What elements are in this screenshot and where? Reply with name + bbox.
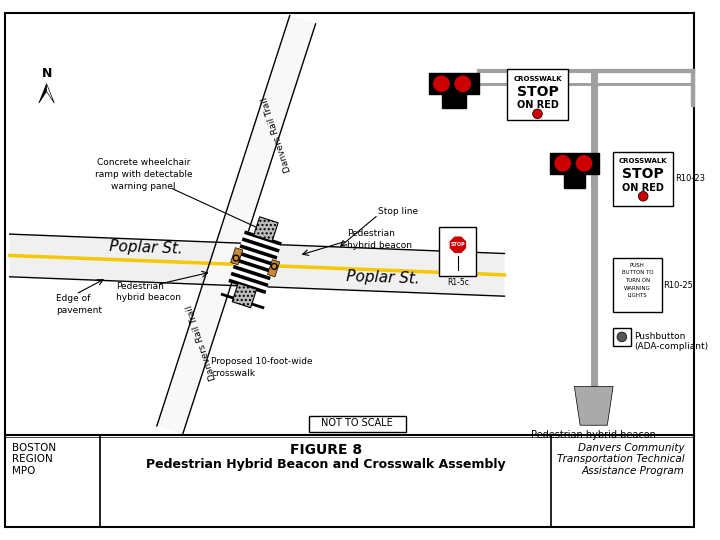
- Polygon shape: [449, 236, 467, 254]
- Polygon shape: [235, 258, 273, 273]
- Text: Pedestrian Hybrid Beacon and Crosswalk Assembly: Pedestrian Hybrid Beacon and Crosswalk A…: [146, 458, 505, 471]
- Bar: [613, 152, 673, 206]
- Text: NOT TO SCALE: NOT TO SCALE: [321, 418, 393, 428]
- Circle shape: [533, 109, 542, 119]
- Polygon shape: [228, 231, 282, 294]
- Text: WARNING: WARNING: [624, 286, 651, 291]
- Polygon shape: [240, 244, 277, 260]
- Bar: [442, 94, 466, 108]
- Text: FIGURE 8: FIGURE 8: [290, 443, 362, 457]
- Text: REGION: REGION: [12, 454, 53, 464]
- Text: ON RED: ON RED: [516, 100, 559, 110]
- Text: Transportation Technical: Transportation Technical: [557, 454, 685, 464]
- Text: R1-5c: R1-5c: [447, 278, 469, 287]
- Text: Pedestrian hybrid beacon: Pedestrian hybrid beacon: [531, 430, 656, 440]
- Text: Pedestrian
hybrid beacon: Pedestrian hybrid beacon: [117, 282, 181, 302]
- Circle shape: [433, 75, 450, 92]
- Text: BUTTON TO: BUTTON TO: [621, 270, 653, 275]
- Text: STOP: STOP: [516, 85, 558, 99]
- Text: STOP: STOP: [622, 167, 664, 181]
- Polygon shape: [230, 272, 269, 287]
- Polygon shape: [39, 84, 47, 103]
- Text: Poplar St.: Poplar St.: [109, 239, 182, 256]
- Polygon shape: [244, 231, 282, 246]
- Bar: [613, 328, 631, 346]
- Bar: [564, 174, 585, 187]
- Text: N: N: [41, 67, 52, 80]
- Text: (ADA-compliant): (ADA-compliant): [634, 342, 708, 351]
- Text: BOSTON: BOSTON: [12, 443, 55, 453]
- Bar: [439, 227, 477, 276]
- Polygon shape: [242, 237, 280, 253]
- Polygon shape: [253, 217, 278, 241]
- Text: Pushbutton: Pushbutton: [634, 332, 686, 341]
- Circle shape: [639, 191, 648, 201]
- Text: Edge of
pavement: Edge of pavement: [56, 294, 102, 315]
- Text: Danvers Rail Trail: Danvers Rail Trail: [186, 304, 218, 381]
- Text: Concrete wheelchair
ramp with detectable
warning panel: Concrete wheelchair ramp with detectable…: [95, 158, 192, 191]
- Circle shape: [617, 332, 626, 342]
- Bar: [308, 415, 405, 432]
- Polygon shape: [230, 248, 243, 265]
- Text: PUSH: PUSH: [630, 263, 645, 268]
- Polygon shape: [228, 279, 266, 294]
- Text: Poplar St.: Poplar St.: [346, 269, 420, 287]
- Polygon shape: [268, 260, 279, 277]
- Polygon shape: [575, 387, 613, 425]
- Bar: [429, 73, 480, 94]
- Circle shape: [575, 154, 593, 172]
- Polygon shape: [9, 234, 505, 296]
- Text: Proposed 10-foot-wide
crosswalk: Proposed 10-foot-wide crosswalk: [212, 357, 313, 378]
- Text: Stop line: Stop line: [378, 207, 418, 217]
- Text: ON RED: ON RED: [622, 183, 664, 193]
- Circle shape: [454, 75, 472, 92]
- Circle shape: [554, 154, 572, 172]
- Bar: [508, 69, 567, 120]
- Polygon shape: [232, 284, 256, 308]
- Text: Assistance Program: Assistance Program: [582, 466, 685, 476]
- Text: TURN ON: TURN ON: [625, 278, 650, 283]
- Text: CROSSWALK: CROSSWALK: [513, 76, 562, 82]
- Bar: [550, 153, 598, 174]
- Bar: [613, 258, 662, 312]
- Text: Danvers Rail Trail: Danvers Rail Trail: [260, 96, 293, 173]
- Text: R10-25: R10-25: [664, 281, 693, 289]
- Text: Danvers Community: Danvers Community: [578, 443, 685, 453]
- Polygon shape: [238, 251, 275, 267]
- Text: LIGHTS: LIGHTS: [628, 293, 647, 298]
- Polygon shape: [47, 84, 54, 103]
- Text: CROSSWALK: CROSSWALK: [619, 158, 667, 165]
- Text: R10-23: R10-23: [675, 174, 705, 183]
- Text: Pedestrian
hybrid beacon: Pedestrian hybrid beacon: [347, 230, 413, 250]
- Text: MPO: MPO: [12, 466, 35, 476]
- Polygon shape: [233, 265, 271, 280]
- Text: STOP: STOP: [451, 242, 465, 247]
- Polygon shape: [157, 16, 315, 434]
